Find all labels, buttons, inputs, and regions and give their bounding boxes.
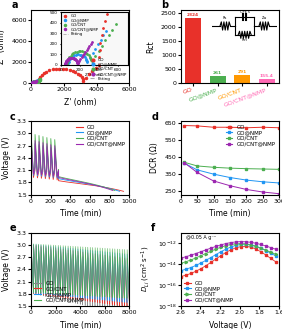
Text: c: c (9, 112, 15, 122)
Y-axis label: Z'' (ohm): Z'' (ohm) (0, 29, 6, 64)
Text: a: a (11, 0, 18, 11)
X-axis label: Time (min): Time (min) (60, 321, 101, 329)
Y-axis label: $D_{Li}$ (cm$^2$ s$^{-1}$): $D_{Li}$ (cm$^2$ s$^{-1}$) (140, 246, 152, 292)
Text: @0.05 A g⁻¹: @0.05 A g⁻¹ (186, 235, 215, 240)
Legend: GO, GO@NMP, GO/CNT, GO/CNT@NMP: GO, GO@NMP, GO/CNT, GO/CNT@NMP (184, 280, 235, 303)
Y-axis label: Rct: Rct (146, 40, 155, 53)
Bar (185, 18, 201, 83)
Text: 291: 291 (237, 70, 247, 74)
Legend: GO, GO@NMP, GO/CNT, GO/CNT@NMP: GO, GO@NMP, GO/CNT, GO/CNT@NMP (76, 124, 127, 147)
Y-axis label: DCR (Ω): DCR (Ω) (150, 142, 159, 173)
X-axis label: Time (min): Time (min) (209, 209, 251, 218)
Text: f: f (151, 223, 155, 233)
Y-axis label: Voltage (V): Voltage (V) (2, 137, 11, 179)
Bar (259, 79, 275, 83)
Legend: GO, GO@NMP, GO/CNT, GO/CNT@NMP, Fitting: GO, GO@NMP, GO/CNT, GO/CNT@NMP, Fitting (90, 58, 127, 81)
Text: 2324: 2324 (187, 13, 199, 16)
X-axis label: Z' (ohm): Z' (ohm) (64, 98, 96, 107)
Bar (234, 75, 250, 83)
Bar (210, 76, 226, 83)
Text: d: d (151, 112, 158, 122)
Legend: GO, GO/CNT, GO@NMP, GO/CNT@NMP: GO, GO/CNT, GO@NMP, GO/CNT@NMP (34, 280, 85, 303)
Text: e: e (9, 223, 16, 233)
Legend: GO, GO@NMP, GO/CNT, GO/CNT@NMP: GO, GO@NMP, GO/CNT, GO/CNT@NMP (225, 124, 276, 147)
Text: 155.4: 155.4 (260, 74, 274, 78)
Text: b: b (161, 0, 168, 11)
X-axis label: Voltage (V): Voltage (V) (209, 321, 251, 329)
Text: 261: 261 (213, 71, 222, 75)
X-axis label: Time (min): Time (min) (60, 209, 101, 218)
Y-axis label: Voltage (V): Voltage (V) (2, 248, 11, 291)
